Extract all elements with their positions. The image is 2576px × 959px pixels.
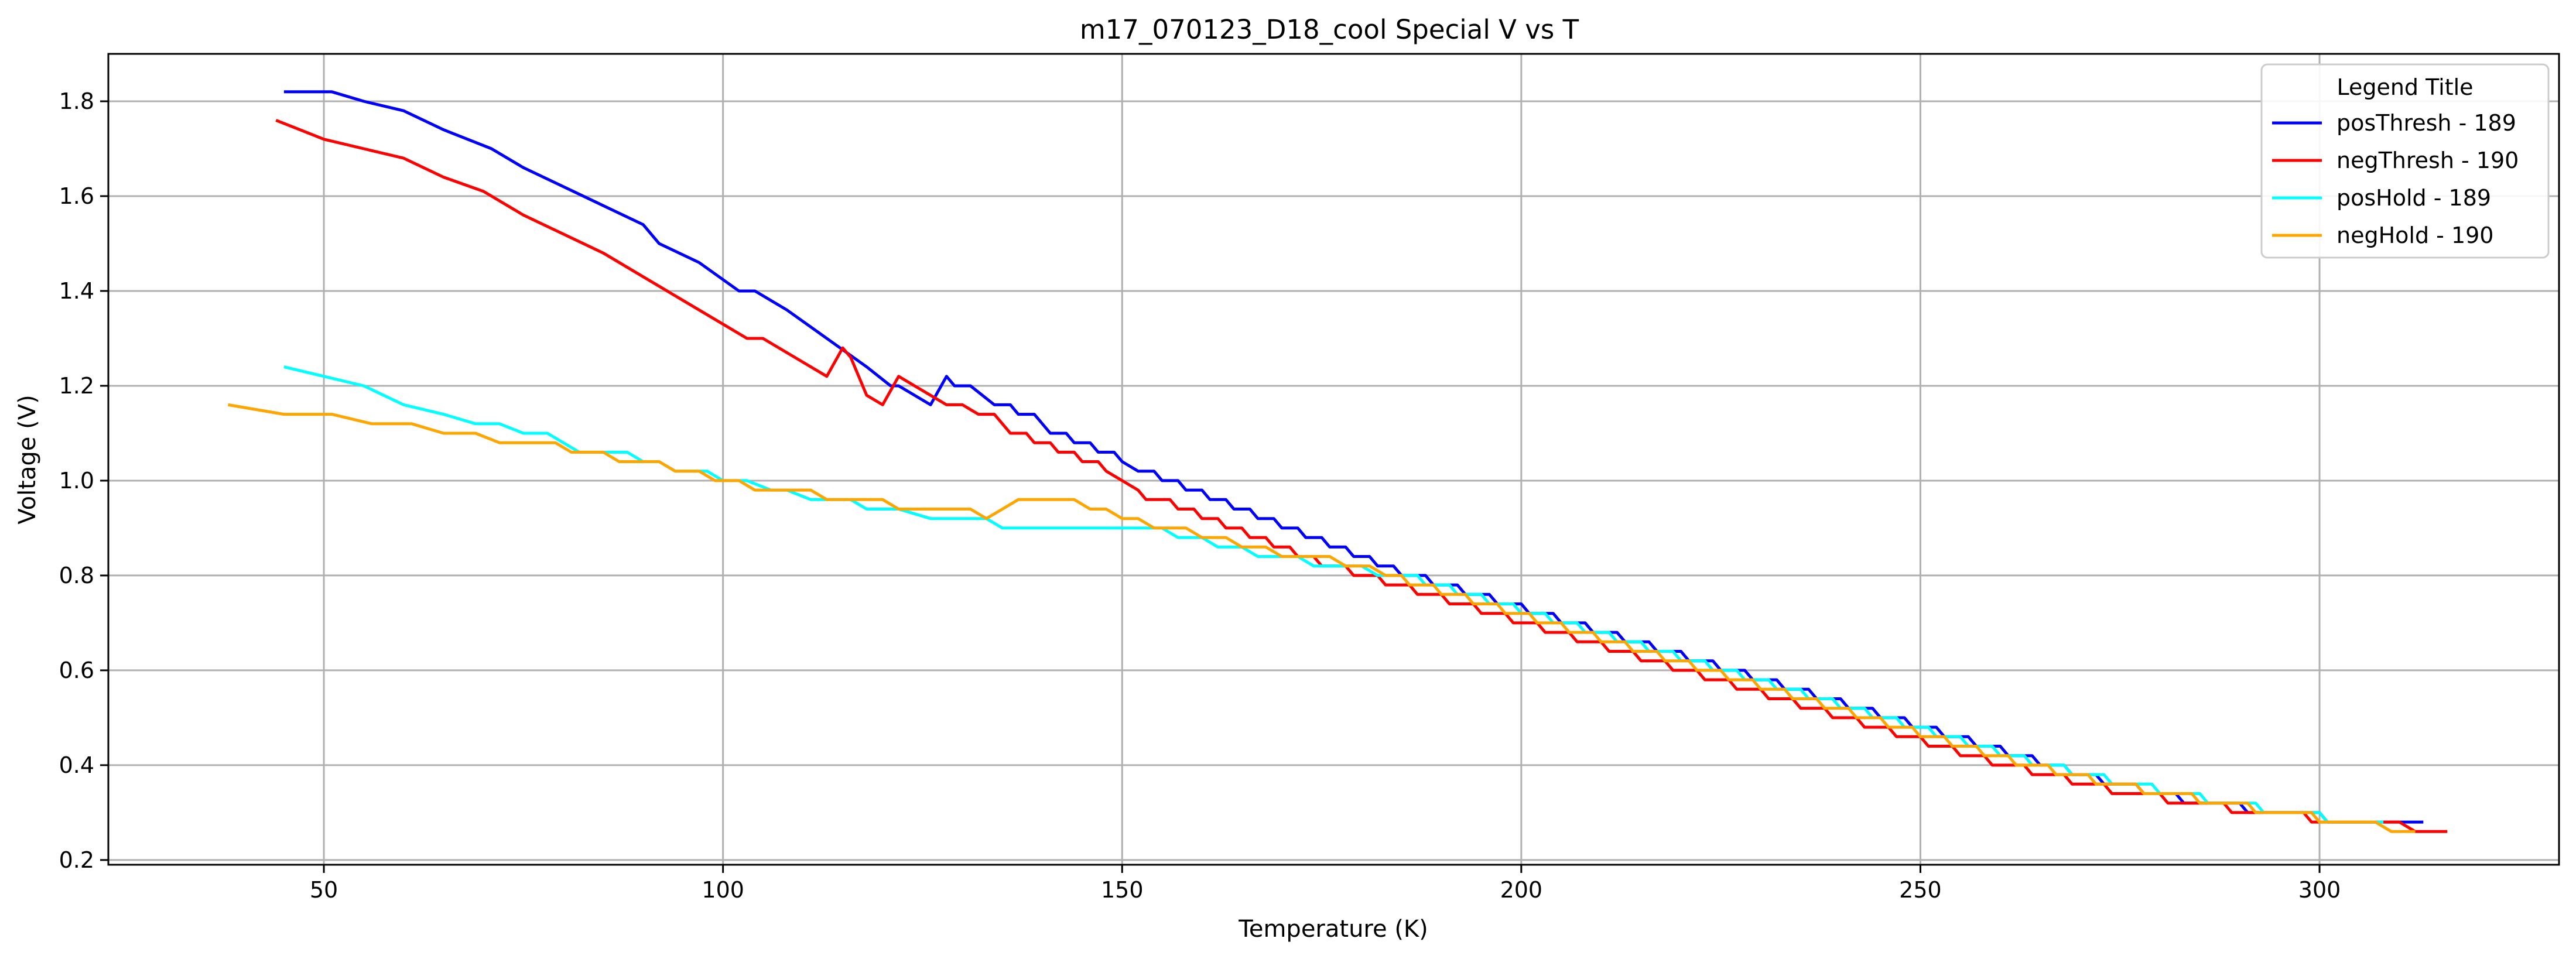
y-tick-label: 1.0 [59,468,94,494]
y-tick-label: 0.4 [59,752,94,778]
legend-label-poshold-189: posHold - 189 [2336,185,2491,211]
legend-label-negthresh-190: negThresh - 190 [2336,148,2519,173]
x-tick-label: 50 [310,877,338,903]
series-line-posthresh-189 [283,90,2424,824]
y-axis: 0.2 0.4 0.6 0.8 1.0 1.2 1.4 1.6 1.8 [59,88,108,873]
x-tick-label: 250 [1899,877,1942,903]
y-tick-label: 1.8 [59,88,94,114]
chart-title: m17_070123_D18_cool Special V vs T [1080,14,1579,45]
y-axis-label: Voltage (V) [14,395,41,524]
legend: Legend Title posThresh - 189 negThresh - … [2260,63,2550,259]
y-tick-label: 1.4 [59,278,94,304]
y-tick-label: 0.6 [59,657,94,683]
y-tick-label: 1.6 [59,183,94,209]
legend-box [2260,63,2550,259]
x-axis: 50 100 150 200 250 300 [310,865,2341,903]
legend-title: Legend Title [2336,74,2473,100]
y-tick-label: 0.8 [59,563,94,588]
legend-items: posThresh - 189 negThresh - 190 posHold - … [2272,110,2519,248]
legend-label-posthresh-189: posThresh - 189 [2336,110,2516,136]
y-tick-label: 0.2 [59,847,94,873]
legend-label-neghold-190: negHold - 190 [2336,222,2494,248]
y-tick-label: 1.2 [59,373,94,399]
series-group [228,90,2448,833]
series-line-negthresh-190 [275,119,2448,833]
x-tick-label: 100 [702,877,744,903]
x-tick-label: 150 [1101,877,1144,903]
plot-frame [107,53,2560,866]
x-tick-label: 200 [1500,877,1543,903]
series-line-neghold-190 [228,403,2416,833]
x-axis-label: Temperature (K) [1238,916,1428,943]
x-tick-label: 300 [2298,877,2341,903]
